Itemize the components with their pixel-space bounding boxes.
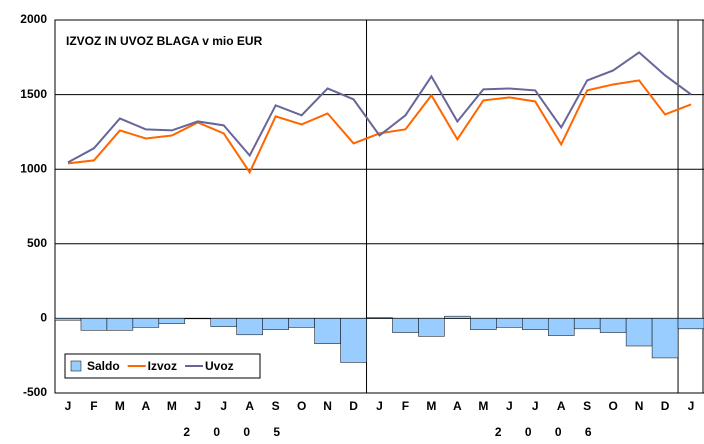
bar: [444, 316, 470, 318]
y-tick-label: 0: [40, 311, 47, 325]
bar: [367, 318, 393, 319]
bar: [81, 318, 107, 330]
bar: [496, 318, 522, 327]
x-tick-label: J: [65, 399, 72, 413]
x-tick-label: J: [376, 399, 383, 413]
x-tick-label: M: [478, 399, 488, 413]
x-tick-label: D: [661, 399, 670, 413]
bar: [574, 318, 600, 328]
bar: [107, 318, 133, 330]
x-tick-label: O: [297, 399, 306, 413]
bar: [470, 318, 496, 329]
x-tick-label: N: [635, 399, 644, 413]
bar: [678, 318, 704, 328]
bar: [133, 318, 159, 327]
year-label: 2 0 0 5: [183, 425, 290, 439]
y-tick-label: 2000: [20, 12, 47, 26]
bar: [55, 318, 81, 320]
bar: [315, 318, 341, 343]
y-tick-label: 500: [27, 236, 47, 250]
y-tick-label: -500: [23, 385, 47, 399]
bar: [211, 318, 237, 326]
x-tick-label: O: [608, 399, 617, 413]
x-tick-label: J: [688, 399, 695, 413]
x-tick-label: M: [167, 399, 177, 413]
plot-area: [55, 20, 703, 393]
x-tick-label: A: [245, 399, 254, 413]
y-tick-label: 1000: [20, 161, 47, 175]
x-tick-label: F: [402, 399, 409, 413]
legend-swatch: [71, 361, 81, 371]
bar: [237, 318, 263, 334]
bar: [263, 318, 289, 329]
x-tick-label: M: [426, 399, 436, 413]
legend-label: Saldo: [87, 359, 120, 373]
line: [68, 52, 691, 162]
x-tick-label: J: [220, 399, 227, 413]
bar: [652, 318, 678, 358]
bar: [548, 318, 574, 335]
x-tick-label: J: [194, 399, 201, 413]
x-tick-label: N: [323, 399, 332, 413]
bar: [159, 318, 185, 323]
x-tick-label: F: [90, 399, 97, 413]
bar: [392, 318, 418, 332]
x-tick-label: S: [583, 399, 591, 413]
legend-label: Izvoz: [148, 359, 177, 373]
x-tick-label: S: [272, 399, 280, 413]
x-tick-label: D: [349, 399, 358, 413]
bar: [418, 318, 444, 336]
x-tick-label: A: [453, 399, 462, 413]
x-tick-label: J: [532, 399, 539, 413]
bar: [341, 318, 367, 362]
bar: [289, 318, 315, 327]
year-label: 2 0 0 6: [495, 425, 602, 439]
legend-label: Uvoz: [205, 359, 234, 373]
x-tick-label: J: [506, 399, 513, 413]
x-tick-label: A: [142, 399, 151, 413]
bar: [600, 318, 626, 332]
y-tick-label: 1500: [20, 87, 47, 101]
chart-title: IZVOZ IN UVOZ BLAGA v mio EUR: [66, 34, 263, 48]
x-tick-label: A: [557, 399, 566, 413]
bar: [626, 318, 652, 346]
x-tick-label: M: [115, 399, 125, 413]
bar: [522, 318, 548, 329]
